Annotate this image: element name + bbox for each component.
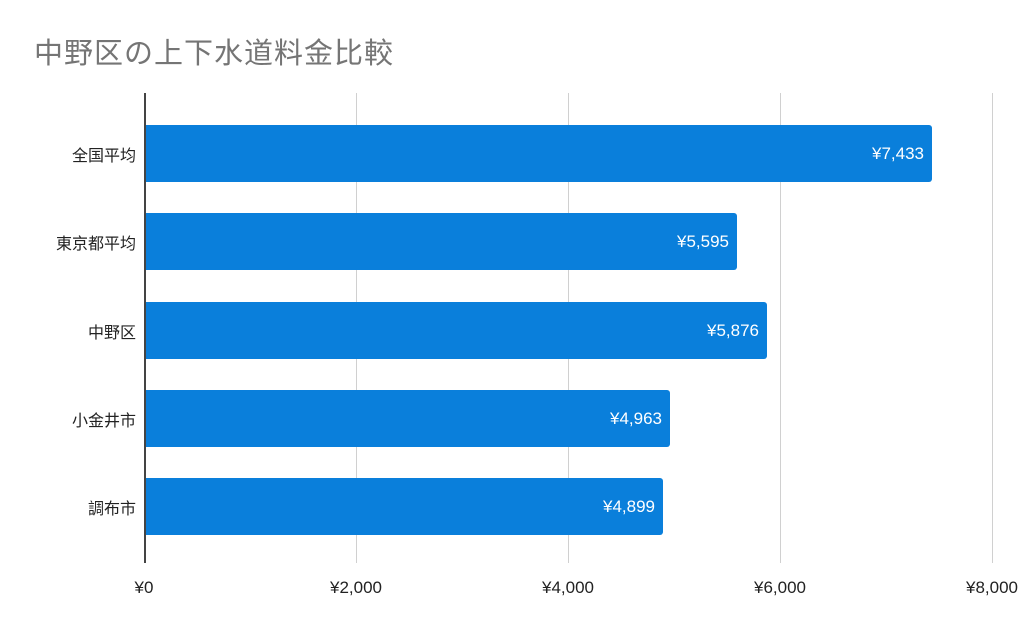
x-tick-label: ¥2,000 [330,578,382,597]
category-label: 中野区 [87,323,136,342]
bar-value-label: ¥5,595 [677,231,729,251]
plot-area: ¥7,433 ¥5,595 ¥5,876 ¥4,963 ¥4,899 [144,93,993,563]
bar-koganei: ¥4,963 [145,390,670,447]
x-tick-label: ¥8,000 [966,578,1018,597]
gridline-8000 [992,93,993,563]
gridline-6000 [780,93,781,563]
y-axis-line [144,93,146,563]
category-label: 調布市 [87,499,136,518]
category-label: 全国平均 [71,146,136,165]
category-label: 東京都平均 [55,234,136,253]
bar-national-average: ¥7,433 [145,125,932,182]
category-label: 小金井市 [71,411,136,430]
bar-value-label: ¥5,876 [707,320,759,340]
chart-title: 中野区の上下水道料金比較 [34,36,395,70]
x-tick-label: ¥0 [134,578,154,597]
bar-value-label: ¥7,433 [872,143,924,163]
bar-value-label: ¥4,963 [610,408,662,428]
bar-tokyo-average: ¥5,595 [145,213,737,270]
bar-chofu: ¥4,899 [145,478,663,535]
bar-value-label: ¥4,899 [603,496,655,516]
x-tick-label: ¥6,000 [754,578,806,597]
bar-nakano: ¥5,876 [145,302,767,359]
x-tick-label: ¥4,000 [542,578,594,597]
